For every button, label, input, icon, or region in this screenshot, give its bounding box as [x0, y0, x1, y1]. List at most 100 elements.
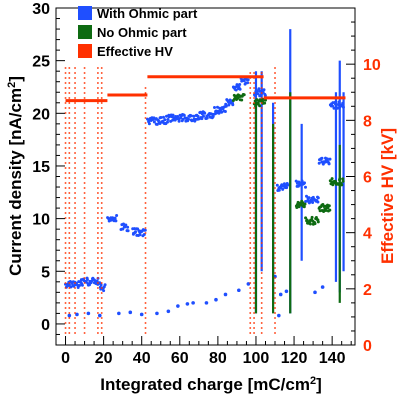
data-cluster-3 — [106, 214, 119, 223]
data-point — [166, 120, 169, 124]
low-point-14 — [223, 292, 228, 297]
axis-layer: 0 20 40 60 80 100 120 140 0 5 10 15 20 25 30 0 2 4 6 8 10 — [32, 1, 381, 367]
data-point — [163, 118, 167, 122]
data-point — [327, 162, 331, 166]
low-point-9 — [176, 304, 180, 308]
data-cluster-13 — [239, 77, 250, 86]
data-point — [246, 78, 250, 82]
low-point-7 — [155, 311, 159, 316]
data-point — [202, 114, 205, 118]
data-point — [143, 228, 147, 232]
data-point — [227, 103, 231, 107]
data-point — [263, 101, 267, 105]
data-cluster-14 — [253, 87, 267, 98]
data-cluster-8 — [178, 113, 200, 123]
legend-label-effective-hv: Effective HV — [97, 44, 173, 59]
data-point — [333, 106, 336, 110]
data-point — [95, 279, 99, 283]
legend: With Ohmic part No Ohmic part Effective … — [78, 6, 198, 59]
data-point — [205, 116, 209, 120]
data-point — [78, 284, 81, 287]
data-point — [304, 185, 307, 189]
data-point — [277, 188, 281, 192]
data-cluster-2 — [294, 199, 307, 209]
data-cluster-16 — [294, 179, 307, 189]
y-tick-label-10: 10 — [32, 212, 50, 229]
data-point — [308, 222, 312, 226]
data-cluster-1 — [79, 276, 102, 287]
data-point — [166, 118, 170, 121]
data-point — [234, 88, 238, 92]
data-point — [223, 110, 227, 113]
data-point — [113, 216, 117, 220]
data-point — [331, 183, 335, 187]
data-cluster-4 — [119, 222, 130, 233]
data-point — [311, 201, 315, 204]
data-point — [256, 92, 260, 96]
x-tick-label-20: 20 — [95, 350, 113, 367]
data-point — [303, 202, 307, 206]
y2-tick-label-4: 4 — [363, 226, 372, 243]
data-point — [182, 113, 186, 117]
data-layer — [64, 29, 346, 334]
low-point-18 — [277, 313, 281, 318]
data-point — [231, 103, 235, 107]
data-point — [103, 283, 107, 287]
data-point — [258, 104, 262, 108]
data-point — [124, 223, 128, 227]
data-point — [316, 196, 320, 200]
x-axis-title: Integrated charge [mC/cm2] — [100, 375, 322, 394]
low-point-19 — [278, 292, 283, 297]
data-point — [257, 87, 261, 91]
data-point — [305, 218, 309, 222]
data-point — [275, 183, 279, 187]
data-point — [302, 205, 306, 209]
data-cluster-10 — [213, 105, 227, 116]
data-point — [338, 177, 342, 181]
data-point — [337, 100, 341, 104]
data-point — [165, 114, 168, 118]
data-point — [121, 227, 125, 231]
data-point — [306, 198, 310, 202]
y2-tick-label-0: 0 — [363, 338, 372, 355]
data-point — [341, 105, 345, 109]
data-point — [152, 120, 156, 124]
low-point-15 — [237, 288, 241, 293]
data-point — [303, 181, 306, 185]
data-point — [67, 283, 71, 287]
data-point — [334, 180, 337, 184]
data-point — [171, 113, 175, 117]
data-point — [331, 101, 335, 105]
x-tick-label-120: 120 — [281, 350, 308, 367]
data-cluster-5 — [131, 227, 147, 238]
data-cluster-5 — [328, 177, 345, 187]
legend-swatch-effective-hv — [78, 44, 92, 58]
data-point — [134, 230, 137, 234]
low-point-0 — [67, 313, 72, 318]
data-point — [328, 208, 332, 212]
data-point — [126, 225, 130, 229]
data-cluster-9 — [197, 110, 216, 121]
data-point — [187, 117, 190, 121]
data-point — [80, 283, 84, 287]
low-point-11 — [191, 301, 195, 305]
data-point — [159, 116, 163, 119]
x-tick-label-0: 0 — [61, 350, 70, 367]
y-tick-label-15: 15 — [32, 159, 50, 176]
x-tick-label-40: 40 — [133, 350, 151, 367]
data-point — [307, 196, 311, 200]
low-point-6 — [139, 312, 144, 317]
y2-tick-label-6: 6 — [363, 170, 372, 187]
data-point — [224, 104, 228, 108]
data-point — [327, 204, 331, 208]
data-point — [253, 94, 257, 97]
y2-axis-title: Effective HV [kV] — [378, 128, 397, 264]
data-point — [196, 114, 200, 118]
data-point — [255, 98, 259, 102]
y-tick-label-30: 30 — [32, 1, 50, 18]
data-point — [255, 89, 259, 93]
data-point — [328, 157, 332, 161]
data-point — [301, 201, 305, 205]
